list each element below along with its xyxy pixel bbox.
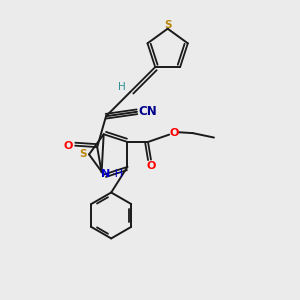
Text: O: O [64,141,73,151]
Text: S: S [79,149,86,159]
Text: O: O [170,128,179,138]
Text: O: O [146,161,156,171]
Text: CN: CN [139,105,158,118]
Text: ·H: ·H [112,169,124,178]
Text: H: H [118,82,126,92]
Text: S: S [164,20,171,30]
Text: N: N [100,169,110,178]
